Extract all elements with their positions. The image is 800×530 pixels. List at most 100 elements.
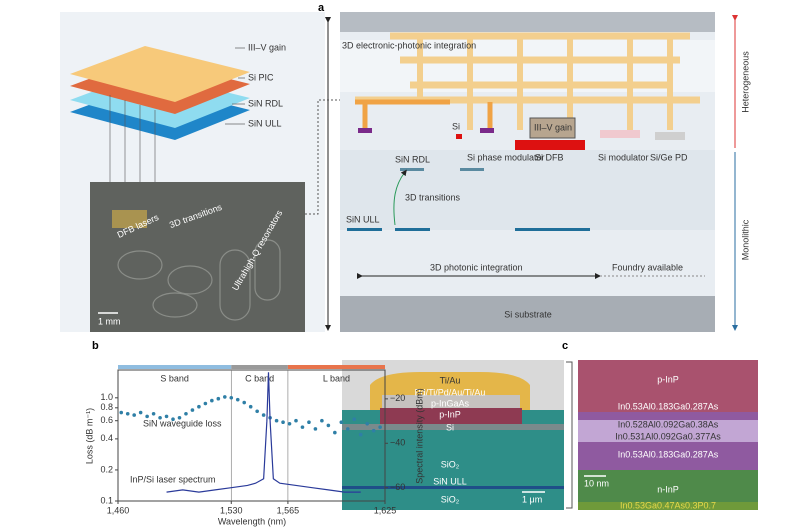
layer-gain	[70, 46, 250, 102]
sem-label: Si	[446, 422, 454, 432]
cross-section	[340, 12, 715, 332]
plot-frame	[117, 369, 386, 502]
panel-label: a	[318, 2, 325, 14]
loss-point	[119, 410, 124, 415]
cs-label: Foundry available	[612, 262, 683, 272]
loss-point	[203, 401, 208, 406]
loss-point	[158, 416, 162, 420]
panel-label: c	[562, 340, 568, 352]
annotation: SiN waveguide loss	[143, 418, 222, 428]
loss-point	[358, 432, 363, 437]
cs-label: 3D electronic-photonic integration	[342, 40, 476, 50]
loss-point	[171, 417, 175, 422]
cs-label: Si modulator	[598, 152, 649, 162]
layer-label: In0.531Al0.092Ga0.377As	[615, 431, 721, 441]
x-tick-label: 1,460	[107, 505, 130, 515]
loss-point	[248, 404, 253, 409]
loss-point	[320, 418, 324, 423]
cs-label: Si/Ge PD	[650, 152, 688, 162]
side-label: Heterogeneous	[740, 51, 750, 113]
sem-label: SiO₂	[441, 459, 460, 469]
loss-point	[151, 411, 156, 416]
band-bar	[118, 365, 232, 369]
y-tick-label: 0.6	[100, 415, 113, 425]
chip-photo	[90, 182, 305, 332]
loss-point	[345, 427, 350, 431]
sem-label: p-InGaAs	[431, 398, 470, 408]
loss-point	[145, 414, 149, 419]
loss-point	[138, 410, 143, 415]
loss-point	[378, 425, 382, 429]
loss-point	[197, 404, 201, 409]
cs-label: Si phase modulator	[467, 152, 545, 162]
cs-label: Si DFB	[535, 152, 564, 162]
annotation: InP/Si laser spectrum	[130, 474, 216, 484]
loss-point	[229, 396, 234, 400]
y2-tick-label: −40	[390, 438, 405, 448]
x-tick-label: 1,530	[220, 505, 243, 515]
loss-point	[339, 420, 344, 425]
scale-label: 1 μm	[522, 494, 542, 504]
loss-point	[177, 416, 182, 420]
loss-point	[326, 423, 331, 428]
sem-label: SiO₂	[441, 494, 460, 504]
dashed-link	[305, 99, 340, 215]
y-tick-label: 0.2	[100, 464, 113, 474]
loss-point	[365, 421, 370, 426]
loss-point	[216, 396, 221, 401]
loss-point	[261, 413, 266, 417]
x-tick-label: 1,565	[277, 505, 300, 515]
y-tick-label: 0.8	[100, 402, 113, 412]
cs-label: 3D transitions	[405, 192, 461, 202]
loss-point	[132, 413, 136, 417]
loss-point	[255, 409, 259, 414]
y2-tick-label: −60	[390, 482, 405, 492]
loss-point	[164, 414, 169, 419]
y-tick-label: 0.4	[100, 433, 113, 443]
band-bar	[231, 365, 288, 369]
layer-label: p-InP	[657, 374, 679, 384]
layer-label: In0.528Al0.092Ga0.38As	[618, 419, 719, 429]
laser-region	[112, 210, 147, 228]
scale-label: 1 mm	[98, 316, 121, 326]
loss-point	[307, 420, 311, 425]
zoom-bracket	[566, 361, 573, 509]
leader-lines	[109, 95, 156, 225]
cs-label: SiN ULL	[346, 214, 380, 224]
band-bar	[287, 365, 385, 369]
band-label: L band	[323, 373, 350, 383]
band-label: S band	[160, 373, 189, 383]
loss-point	[235, 397, 240, 402]
layer-label: SiN ULL	[248, 118, 282, 128]
cs-label: Si	[452, 121, 460, 131]
loss-point	[190, 408, 195, 412]
loss-point	[371, 428, 376, 433]
loss-point	[242, 400, 247, 405]
loss-point	[281, 420, 285, 425]
layer-label: In0.53Al0.183Ga0.287As	[618, 449, 719, 459]
layer-label: In0.53Ga0.47As0.3P0.7	[620, 500, 716, 510]
layer-label: n-InP	[657, 484, 679, 494]
spectrum-line	[166, 372, 361, 493]
layer-label: III–V gain	[248, 42, 286, 52]
x-tick-label: 1,625	[374, 505, 397, 515]
loss-point	[333, 430, 337, 435]
cs-label: SiN RDL	[395, 154, 430, 164]
sem-label: SiN ULL	[433, 476, 467, 486]
sem-left	[342, 360, 564, 510]
cs-label: 3D photonic integration	[430, 262, 523, 272]
loss-point	[184, 411, 188, 416]
panel-label: b	[92, 340, 99, 352]
band-label: C band	[245, 373, 274, 383]
loss-point	[125, 411, 130, 416]
loss-point	[294, 418, 298, 423]
loss-point	[274, 418, 279, 423]
cs-label: III–V gain	[534, 122, 572, 132]
sem-label: Pd/Ti/Pd/Au/Ti/Au	[415, 387, 486, 397]
cs-label: Si substrate	[504, 309, 552, 319]
loss-point	[210, 398, 214, 403]
loss-point	[287, 421, 292, 426]
layer-label: In0.53Al0.183Ga0.287As	[618, 401, 719, 411]
